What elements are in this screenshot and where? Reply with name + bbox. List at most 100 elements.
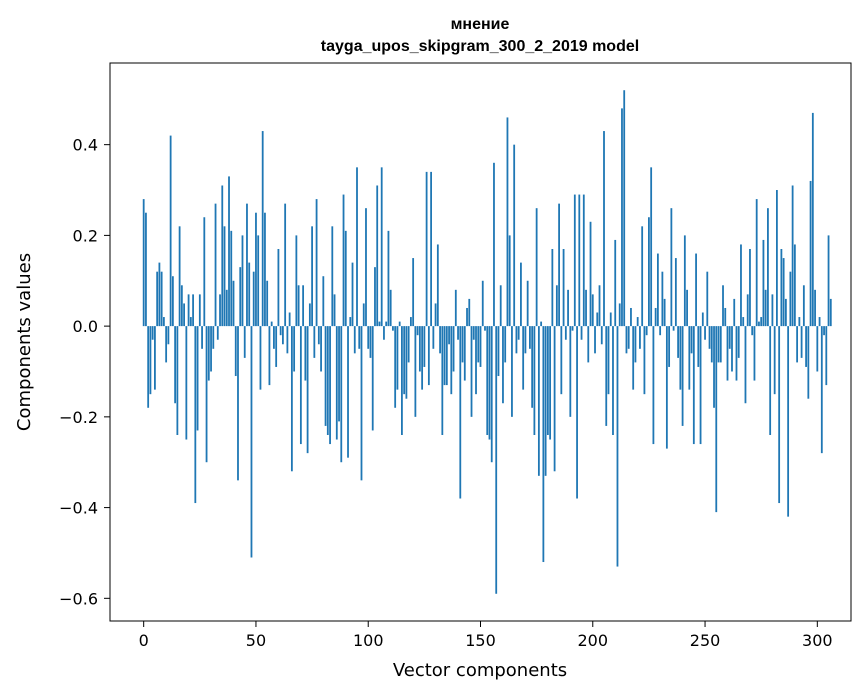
- bar-component-58: [273, 326, 275, 349]
- bar-component-66: [290, 326, 293, 472]
- bar-component-220: [636, 317, 639, 327]
- bar-component-80: [322, 276, 325, 327]
- bar-component-97: [360, 326, 363, 481]
- bar-component-257: [719, 326, 722, 363]
- bar-component-120: [412, 258, 415, 327]
- bar-component-61: [279, 326, 282, 336]
- bar-component-77: [315, 199, 318, 327]
- bar-component-153: [486, 326, 489, 435]
- bar-component-134: [443, 326, 446, 386]
- bar-component-118: [407, 326, 410, 363]
- x-tick-label: 100: [353, 631, 384, 650]
- x-tick-label: 0: [139, 631, 149, 650]
- bar-component-239: [679, 326, 682, 390]
- bar-component-258: [722, 285, 724, 327]
- bar-component-69: [297, 285, 300, 327]
- bar-component-231: [661, 271, 664, 327]
- bar-component-102: [371, 326, 374, 431]
- bar-component-125: [423, 326, 426, 367]
- bar-component-38: [228, 176, 230, 327]
- bar-component-282: [776, 190, 778, 327]
- bar-component-0: [142, 199, 145, 327]
- bar-component-128: [430, 171, 432, 327]
- bar-component-172: [529, 326, 531, 349]
- chart-title-line1: мнение: [451, 16, 510, 33]
- bar-component-150: [479, 326, 482, 367]
- bar-component-208: [609, 312, 612, 327]
- bar-component-250: [704, 326, 706, 340]
- bar-component-174: [533, 326, 536, 435]
- bar-component-158: [497, 326, 500, 377]
- bar-component-37: [225, 289, 228, 327]
- bar-component-247: [697, 326, 700, 367]
- bar-component-132: [439, 326, 441, 354]
- bar-component-232: [663, 298, 666, 327]
- bar-component-286: [784, 298, 787, 327]
- bar-component-252: [708, 326, 711, 349]
- bar-component-105: [378, 321, 381, 327]
- bar-component-221: [639, 326, 641, 349]
- bar-component-74: [308, 303, 311, 327]
- bar-component-75: [311, 226, 313, 327]
- bar-component-246: [695, 253, 697, 327]
- x-axis-ticks: 0 50 100 150 200 250 300: [139, 621, 833, 650]
- bar-component-142: [461, 326, 464, 363]
- bar-component-55: [266, 280, 269, 327]
- bar-component-11: [167, 326, 170, 345]
- bar-component-164: [511, 326, 513, 417]
- bar-component-277: [764, 289, 767, 327]
- bar-component-30: [210, 326, 212, 372]
- bar-component-99: [365, 208, 367, 327]
- bar-component-48: [250, 326, 253, 558]
- bar-component-199: [589, 221, 592, 327]
- bar-component-46: [246, 203, 248, 327]
- bar-component-26: [201, 326, 203, 349]
- bar-component-124: [421, 326, 424, 390]
- bar-component-56: [268, 326, 271, 386]
- bar-component-290: [793, 244, 796, 327]
- bar-component-167: [517, 326, 520, 340]
- bar-component-182: [551, 249, 554, 327]
- bar-component-195: [580, 326, 583, 340]
- bar-component-71: [302, 285, 305, 327]
- bar-component-186: [560, 326, 563, 395]
- bar-component-130: [434, 303, 437, 327]
- bar-component-284: [780, 249, 783, 327]
- bar-component-260: [726, 326, 729, 381]
- bar-component-50: [255, 212, 257, 327]
- bar-component-276: [762, 239, 765, 327]
- bar-component-33: [216, 326, 219, 340]
- bar-component-198: [587, 326, 590, 363]
- bar-component-82: [326, 326, 329, 435]
- bar-component-4: [151, 326, 154, 340]
- bar-component-215: [625, 326, 628, 354]
- bar-component-79: [320, 326, 322, 372]
- bar-component-278: [767, 208, 769, 327]
- x-tick-label: 50: [246, 631, 266, 650]
- bar-component-84: [331, 226, 334, 327]
- bar-component-86: [335, 326, 338, 440]
- bar-component-12: [169, 135, 172, 327]
- bar-component-116: [403, 326, 406, 395]
- bar-component-295: [805, 326, 807, 367]
- bar-component-41: [234, 326, 237, 377]
- bar-component-98: [362, 303, 365, 327]
- bar-component-7: [158, 262, 161, 327]
- bar-component-68: [295, 235, 298, 327]
- bar-component-83: [329, 326, 331, 445]
- bar-component-256: [717, 326, 720, 363]
- y-tick-label: −0.4: [59, 499, 98, 518]
- x-tick-label: 200: [577, 631, 608, 650]
- bar-component-226: [650, 167, 653, 327]
- bar-component-254: [713, 326, 715, 408]
- bar-component-210: [614, 239, 617, 327]
- bar-component-8: [160, 271, 163, 327]
- bar-component-111: [392, 326, 394, 331]
- bar-component-292: [798, 317, 801, 327]
- bar-component-230: [659, 326, 662, 336]
- bar-component-14: [174, 326, 177, 404]
- bar-component-176: [537, 326, 540, 476]
- bar-component-189: [567, 289, 569, 327]
- bar-component-93: [351, 262, 354, 327]
- bar-component-168: [520, 262, 522, 327]
